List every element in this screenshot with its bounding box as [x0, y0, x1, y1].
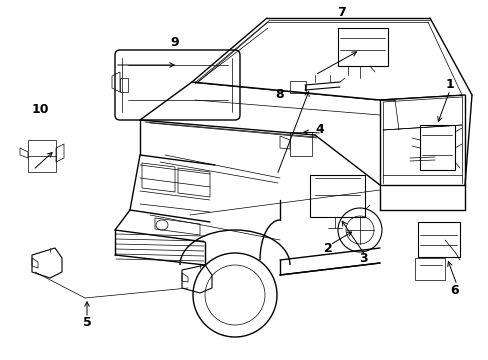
Bar [120, 78, 128, 92]
Bar [417, 222, 459, 257]
Text: 4: 4 [315, 123, 324, 136]
Bar [419, 125, 454, 170]
Bar [289, 81, 305, 93]
Text: 2: 2 [323, 242, 332, 255]
Bar [289, 132, 311, 156]
Text: 6: 6 [450, 284, 458, 297]
Bar [28, 140, 56, 172]
Bar [414, 258, 444, 280]
Bar [337, 28, 387, 66]
Text: 8: 8 [275, 89, 284, 102]
Text: 1: 1 [445, 78, 453, 91]
Text: 5: 5 [82, 316, 91, 329]
Text: 9: 9 [170, 36, 179, 49]
Text: 3: 3 [358, 252, 366, 265]
Bar [309, 175, 364, 217]
Text: 10: 10 [31, 104, 49, 117]
Text: 7: 7 [337, 5, 346, 18]
